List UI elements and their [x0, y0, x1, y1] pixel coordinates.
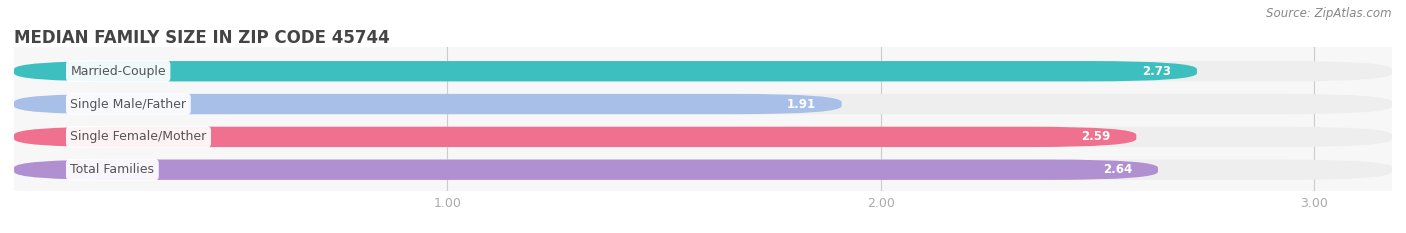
Text: Single Male/Father: Single Male/Father: [70, 98, 187, 110]
Text: Source: ZipAtlas.com: Source: ZipAtlas.com: [1267, 7, 1392, 20]
Text: 2.64: 2.64: [1102, 163, 1132, 176]
FancyBboxPatch shape: [14, 94, 1392, 114]
Text: Married-Couple: Married-Couple: [70, 65, 166, 78]
Text: 1.91: 1.91: [786, 98, 815, 110]
Text: 2.59: 2.59: [1081, 130, 1111, 143]
FancyBboxPatch shape: [14, 160, 1392, 180]
Text: Single Female/Mother: Single Female/Mother: [70, 130, 207, 143]
FancyBboxPatch shape: [14, 127, 1392, 147]
FancyBboxPatch shape: [14, 160, 1159, 180]
FancyBboxPatch shape: [14, 61, 1392, 81]
Text: 2.73: 2.73: [1142, 65, 1171, 78]
Text: Total Families: Total Families: [70, 163, 155, 176]
Text: MEDIAN FAMILY SIZE IN ZIP CODE 45744: MEDIAN FAMILY SIZE IN ZIP CODE 45744: [14, 29, 389, 47]
FancyBboxPatch shape: [14, 61, 1197, 81]
FancyBboxPatch shape: [14, 94, 842, 114]
FancyBboxPatch shape: [14, 127, 1136, 147]
